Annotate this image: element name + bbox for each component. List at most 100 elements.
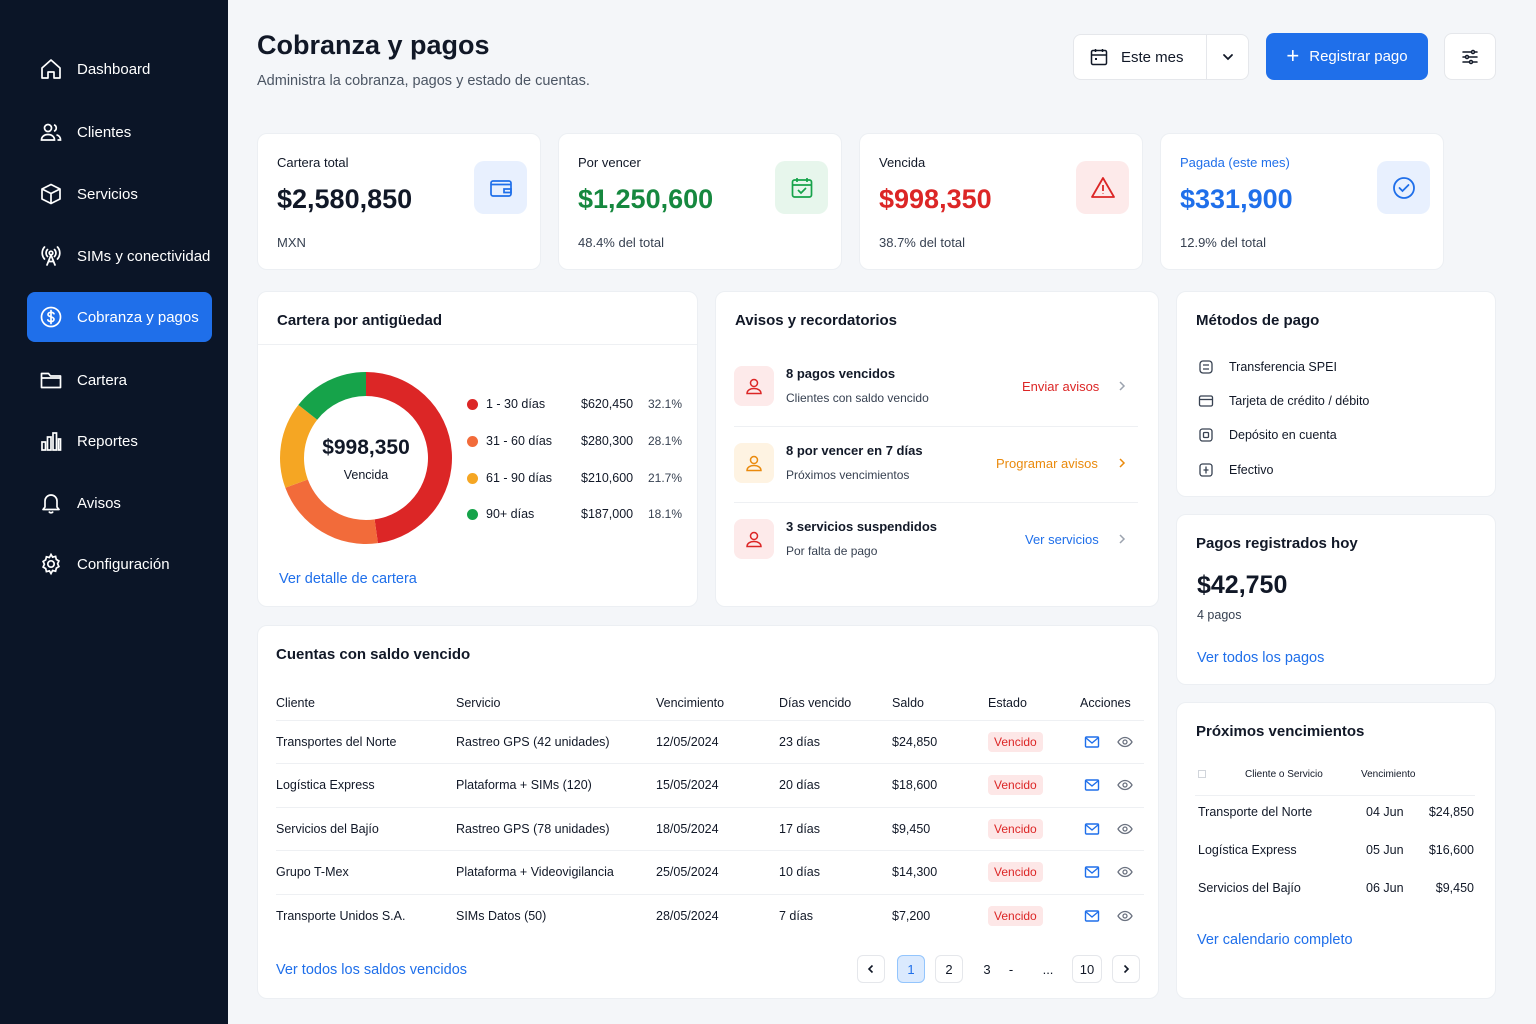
cell-balance: $24,850 — [892, 719, 988, 764]
sidebar-item-dashboard[interactable]: Dashboard — [27, 44, 212, 94]
status-badge: Vencido — [988, 862, 1043, 883]
sidebar-item-cartera[interactable]: Cartera — [27, 355, 212, 405]
sidebar-item-servicios[interactable]: Servicios — [27, 169, 212, 219]
stat-card-pagada: Pagada (este mes) $331,900 12.9% del tot… — [1160, 133, 1444, 270]
mail-icon[interactable] — [1084, 777, 1100, 793]
chevron-down-icon[interactable] — [1219, 48, 1237, 66]
upcoming-row[interactable]: Logística Express 05 Jun $16,600 — [1198, 841, 1474, 861]
register-payment-button[interactable]: + Registrar pago — [1266, 33, 1428, 80]
eye-icon[interactable] — [1117, 734, 1134, 750]
upcoming-date: 06 Jun — [1366, 881, 1404, 895]
sidebar-item-label: Reportes — [77, 432, 138, 450]
pagination-page-2[interactable]: 2 — [935, 955, 963, 983]
stat-label: Vencida — [879, 155, 926, 170]
table-row[interactable]: Transporte Unidos S.A. SIMs Datos (50) 2… — [276, 893, 1144, 938]
col-header-date: Vencimiento — [1361, 769, 1416, 780]
sidebar-item-sims[interactable]: SIMs y conectividad — [27, 231, 212, 281]
filter-button[interactable] — [1444, 33, 1496, 80]
method-item: Tarjeta de crédito / débito — [1198, 391, 1369, 411]
sidebar-item-label: SIMs y conectividad — [77, 247, 211, 265]
upcoming-row[interactable]: Servicios del Bajío 06 Jun $9,450 — [1198, 879, 1474, 899]
pagination-page-1[interactable]: 1 — [897, 955, 925, 983]
sidebar-item-configuracion[interactable]: Configuración — [27, 539, 212, 589]
table-row[interactable]: Servicios del Bajío Rastreo GPS (78 unid… — [276, 806, 1144, 851]
sidebar-item-avisos[interactable]: Avisos — [27, 478, 212, 528]
view-all-overdue-link[interactable]: Ver todos los saldos vencidos — [276, 962, 468, 978]
view-calendar-link[interactable]: Ver calendario completo — [1197, 932, 1353, 948]
table-row[interactable]: Transportes del Norte Rastreo GPS (42 un… — [276, 719, 1144, 764]
chevron-right-icon[interactable] — [1116, 533, 1128, 545]
mail-icon[interactable] — [1084, 908, 1100, 924]
folder-icon — [40, 372, 62, 389]
cell-client: Grupo T-Mex — [276, 850, 456, 894]
eye-icon[interactable] — [1117, 864, 1134, 880]
eye-icon[interactable] — [1117, 821, 1134, 837]
card-title: Cuentas con saldo vencido — [276, 646, 471, 663]
chevron-right-icon — [1123, 964, 1130, 974]
donut-center-value: $998,350 — [322, 436, 410, 459]
legend-dot — [467, 509, 478, 520]
column-header: Acciones — [1080, 695, 1131, 710]
antenna-icon — [41, 246, 61, 266]
view-all-payments-link[interactable]: Ver todos los pagos — [1197, 650, 1325, 666]
pagination-page-3[interactable]: 3 — [983, 961, 991, 977]
eye-icon[interactable] — [1117, 777, 1134, 793]
schedule-alerts-link[interactable]: Programar avisos — [996, 456, 1098, 471]
warning-icon — [1076, 161, 1129, 214]
cell-service: Rastreo GPS (42 unidades) — [456, 719, 656, 764]
upcoming-amount: $24,850 — [1428, 805, 1474, 819]
sidebar-item-reportes[interactable]: Reportes — [27, 416, 212, 466]
upcoming-amount: $16,600 — [1428, 843, 1474, 857]
cell-status: Vencido — [988, 763, 1080, 807]
send-alerts-link[interactable]: Enviar avisos — [1022, 379, 1100, 394]
cell-days-overdue: 7 días — [779, 893, 892, 938]
pagination-ellipsis: ... — [1042, 961, 1054, 977]
box-icon — [41, 183, 61, 205]
cell-client: Transporte Unidos S.A. — [276, 893, 456, 938]
legend-item: 90+ días $187,000 18.1% — [467, 505, 687, 525]
card-title: Próximos vencimientos — [1196, 723, 1365, 740]
cell-status: Vencido — [988, 893, 1080, 938]
eye-icon[interactable] — [1117, 908, 1134, 924]
select-all-checkbox[interactable] — [1198, 770, 1206, 778]
legend-item: 31 - 60 días $280,300 28.1% — [467, 432, 687, 452]
table-row[interactable]: Grupo T-Mex Plataforma + Videovigilancia… — [276, 850, 1144, 894]
upcoming-row[interactable]: Transporte del Norte 04 Jun $24,850 — [1198, 803, 1474, 823]
sidebar-item-label: Configuración — [77, 555, 170, 573]
bar-chart-icon — [41, 432, 62, 451]
alert-subtitle: Por falta de pago — [786, 544, 878, 558]
aging-detail-link[interactable]: Ver detalle de cartera — [279, 571, 417, 587]
mail-icon[interactable] — [1084, 821, 1100, 837]
users-icon — [40, 123, 62, 141]
table-row[interactable]: Logística Express Plataforma + SIMs (120… — [276, 763, 1144, 807]
mail-icon[interactable] — [1084, 864, 1100, 880]
pagination-prev-button[interactable] — [857, 955, 885, 983]
cell-due-date: 28/05/2024 — [656, 893, 779, 938]
card-title: Pagos registrados hoy — [1196, 535, 1358, 552]
aging-card: Cartera por antigüedad $998,350 Vencida … — [257, 291, 698, 607]
overdue-table: Cliente Servicio Vencimiento Días vencid… — [276, 686, 1144, 938]
sidebar-item-label: Dashboard — [77, 60, 151, 78]
pagination-next-button[interactable] — [1112, 955, 1140, 983]
sidebar-item-clientes[interactable]: Clientes — [27, 107, 212, 157]
legend-percent: 18.1% — [648, 507, 683, 521]
legend-percent: 28.1% — [648, 434, 683, 448]
view-services-link[interactable]: Ver servicios — [1025, 532, 1099, 547]
donut-center-label: Vencida — [343, 468, 389, 482]
legend-dot — [467, 436, 478, 447]
plus-icon: + — [1286, 42, 1300, 68]
date-filter-select[interactable]: Este mes — [1073, 34, 1249, 80]
cell-status: Vencido — [988, 850, 1080, 894]
donut-slice-2 — [285, 479, 378, 544]
pagination-page-10[interactable]: 10 — [1072, 955, 1102, 983]
chevron-right-icon[interactable] — [1116, 380, 1128, 392]
chevron-right-icon[interactable] — [1116, 457, 1128, 469]
dollar-icon — [40, 306, 62, 328]
cell-actions — [1080, 806, 1144, 851]
legend-value: $280,300 — [581, 434, 634, 448]
home-icon — [41, 59, 61, 79]
stat-card-vencida: Vencida $998,350 38.7% del total — [859, 133, 1143, 270]
cell-client: Logística Express — [276, 763, 456, 807]
mail-icon[interactable] — [1084, 734, 1100, 750]
sidebar-item-cobranza[interactable]: Cobranza y pagos — [27, 292, 212, 342]
